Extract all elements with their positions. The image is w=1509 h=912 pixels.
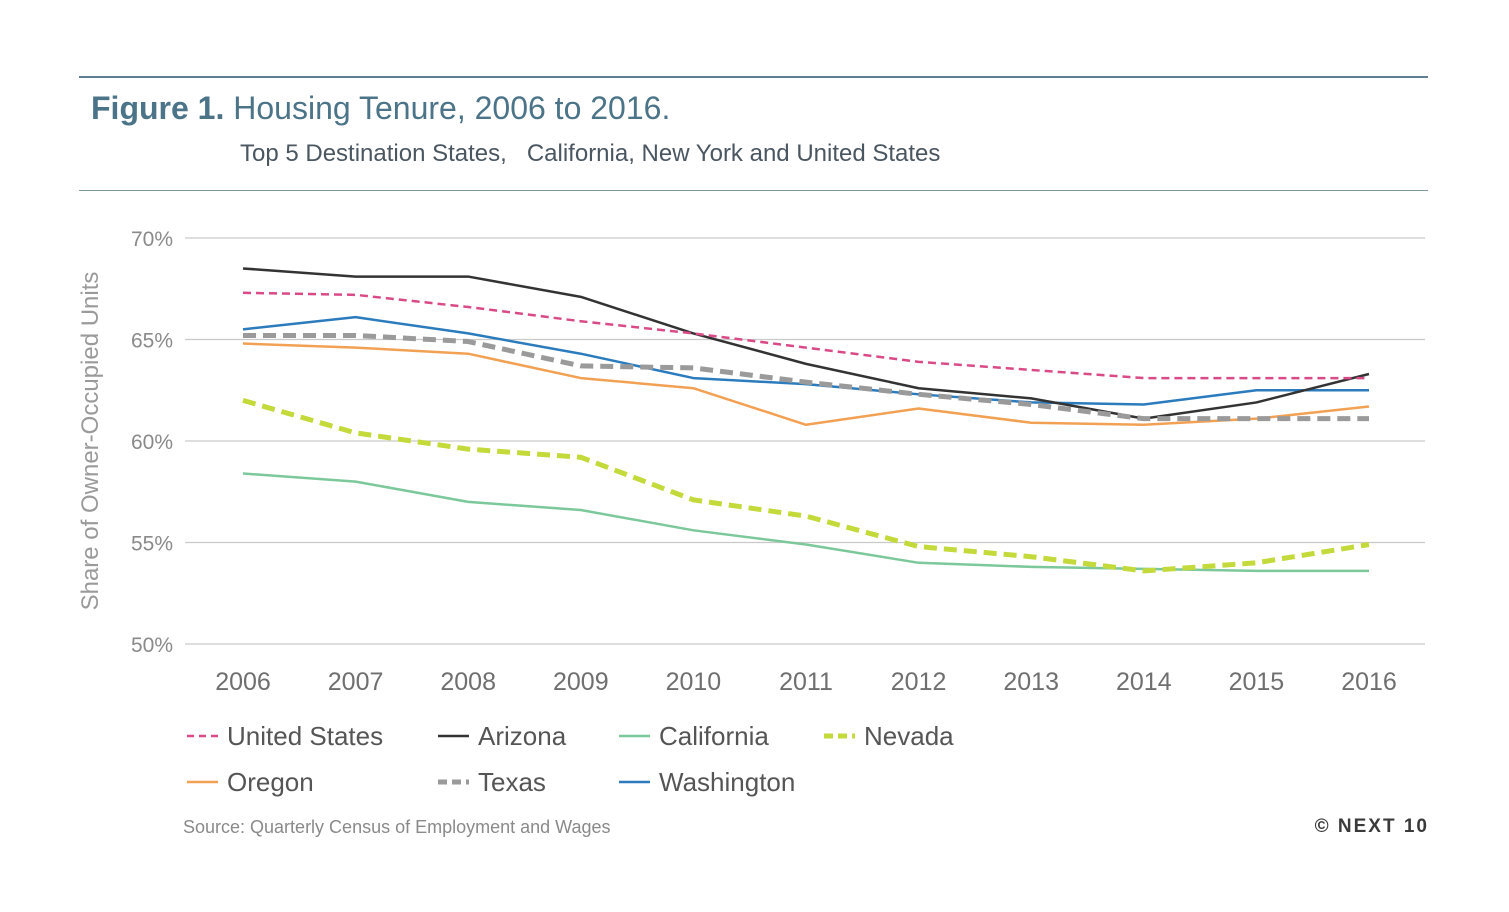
x-tick-label: 2015 (1229, 668, 1285, 696)
x-tick-label: 2006 (215, 668, 271, 696)
legend-label: Nevada (864, 721, 954, 751)
source-note: Source: Quarterly Census of Employment a… (183, 817, 611, 837)
x-tick-label: 2010 (666, 668, 722, 696)
legend-label: Texas (478, 767, 546, 797)
gridlines (185, 237, 1425, 645)
legend-label: Oregon (227, 767, 314, 797)
figure-label: Figure 1. (91, 90, 225, 126)
y-tick-label: 65% (131, 330, 173, 353)
y-tick-label: 55% (131, 533, 173, 556)
series-line-texas (243, 332, 1369, 422)
x-tick-label: 2011 (779, 668, 833, 696)
legend: United States Arizona California Nevada Oreg… (187, 721, 954, 797)
series-lines (242, 267, 1370, 574)
figure-title-text: Housing Tenure, 2006 to 2016. (233, 90, 671, 126)
y-axis-label: Share of Owner-Occupied Units (77, 272, 104, 611)
legend-label: United States (227, 721, 383, 751)
figure-subtitle: Top 5 Destination States, California, Ne… (240, 140, 941, 167)
legend-label: Washington (659, 767, 795, 797)
y-axis-ticks: 50% 55% 60% 65% 70% (131, 228, 173, 657)
x-tick-label: 2013 (1003, 668, 1059, 696)
series-line-arizona (242, 267, 1370, 420)
y-tick-label: 50% (131, 634, 173, 657)
x-tick-label: 2007 (328, 668, 384, 696)
header-divider (79, 190, 1428, 191)
x-tick-label: 2016 (1341, 668, 1397, 696)
series-line-california (242, 472, 1369, 573)
series-line-washington (242, 315, 1369, 406)
top-rule (79, 76, 1428, 78)
x-tick-label: 2012 (891, 668, 947, 696)
x-axis-ticks: 2006 2007 2008 2009 2010 2011 2012 2013 2014 2015… (215, 668, 1397, 696)
brand-mark: © NEXT 10 (1314, 816, 1429, 837)
legend-label: Arizona (478, 721, 567, 751)
figure-title: Figure 1. Housing Tenure, 2006 to 2016. (91, 90, 670, 127)
x-tick-label: 2009 (553, 668, 609, 696)
series-line-united-states (242, 291, 1369, 380)
x-tick-label: 2014 (1116, 668, 1172, 696)
x-tick-label: 2008 (440, 668, 496, 696)
y-tick-label: 60% (131, 431, 173, 454)
y-tick-label: 70% (131, 228, 173, 251)
legend-label: California (659, 721, 769, 751)
series-line-oregon (242, 342, 1370, 427)
